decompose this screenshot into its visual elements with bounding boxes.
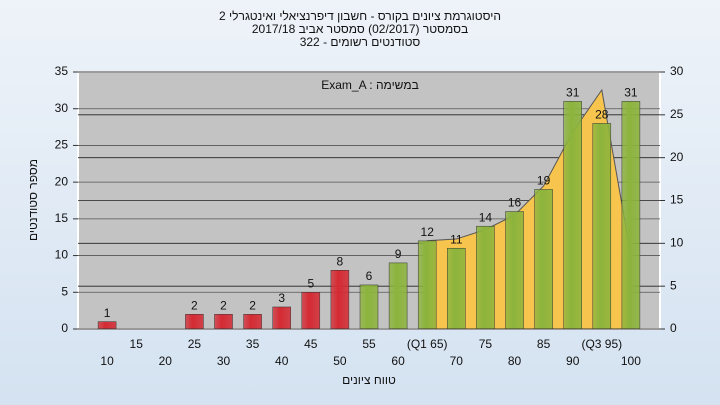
x-tick-label: 45 <box>304 337 318 351</box>
x-tick-label: (Q3 95) <box>581 337 622 351</box>
bar <box>185 314 204 330</box>
value-label: 1 <box>104 306 111 320</box>
y-tick-label: 25 <box>55 138 69 152</box>
bar <box>272 306 291 330</box>
bar <box>359 284 379 330</box>
x-axis-label: טווח ציונים <box>342 373 396 387</box>
value-label: 6 <box>366 269 373 283</box>
x-tick-label: 90 <box>566 354 580 368</box>
x-tick-label: 75 <box>479 337 493 351</box>
chart-subtitle: בסמסטר (02/2017) סמסטר אביב 2017/18 <box>252 22 468 36</box>
value-label: 31 <box>566 86 580 100</box>
x-tick-label: 35 <box>246 337 260 351</box>
bar <box>476 225 495 330</box>
y2-tick-label: 30 <box>670 64 684 78</box>
value-label: 12 <box>421 225 435 239</box>
x-tick-label: 15 <box>130 337 144 351</box>
y2-tick-label: 0 <box>670 321 677 335</box>
x-tick-label: 100 <box>621 354 641 368</box>
bar <box>243 314 262 330</box>
value-label: 31 <box>624 86 638 100</box>
value-label: 14 <box>479 210 493 224</box>
y2-tick-label: 15 <box>670 193 684 207</box>
y-tick-label: 10 <box>55 248 69 262</box>
value-label: 2 <box>191 298 198 312</box>
y2-tick-label: 10 <box>670 236 684 250</box>
y2-tick-label: 25 <box>670 107 684 121</box>
x-tick-label: 80 <box>508 354 522 368</box>
x-tick-label: 25 <box>188 337 202 351</box>
value-label: 19 <box>537 174 551 188</box>
bar <box>330 270 350 330</box>
bar <box>301 292 321 330</box>
x-tick-label: 40 <box>275 354 289 368</box>
y-tick-label: 20 <box>55 174 69 188</box>
bar <box>534 189 553 330</box>
x-tick-label: 60 <box>391 354 405 368</box>
value-label: 28 <box>595 108 609 122</box>
y-axis-label: מספר סטודנטים <box>26 159 40 241</box>
bar <box>592 123 612 330</box>
bar <box>447 247 466 330</box>
y2-tick-label: 20 <box>670 150 684 164</box>
chart-subtitle: סטודנטים רשומים - 322 <box>300 35 421 49</box>
value-label: 5 <box>307 276 314 290</box>
bar <box>417 240 437 330</box>
y-tick-label: 5 <box>61 284 68 298</box>
x-tick-label: 70 <box>450 354 464 368</box>
bar <box>388 262 408 330</box>
y-tick-label: 30 <box>55 101 69 115</box>
value-label: 3 <box>278 291 285 305</box>
x-tick-label: (Q1 65) <box>407 337 448 351</box>
y-tick-label: 15 <box>55 211 69 225</box>
y2-tick-label: 5 <box>670 278 677 292</box>
bar <box>621 101 641 330</box>
x-tick-label: 50 <box>333 354 347 368</box>
bar <box>214 314 233 330</box>
x-tick-label: 10 <box>100 354 114 368</box>
value-label: 8 <box>337 254 344 268</box>
bar <box>97 321 117 330</box>
value-label: 11 <box>450 232 463 246</box>
x-tick-label: 20 <box>159 354 173 368</box>
annotation: Exam_A : במשימה <box>321 78 419 92</box>
bar <box>505 211 524 330</box>
chart-title: היסטוגרמת ציונים בקורס - חשבון דיפרנציאל… <box>219 9 501 23</box>
value-label: 9 <box>395 247 402 261</box>
value-label: 16 <box>508 196 522 210</box>
x-tick-label: 55 <box>362 337 376 351</box>
x-tick-label: 30 <box>217 354 231 368</box>
y-tick-label: 35 <box>55 64 69 78</box>
value-label: 2 <box>220 298 227 312</box>
value-label: 2 <box>249 298 256 312</box>
bar <box>563 101 582 330</box>
y-tick-label: 0 <box>61 321 68 335</box>
x-tick-label: 85 <box>537 337 551 351</box>
